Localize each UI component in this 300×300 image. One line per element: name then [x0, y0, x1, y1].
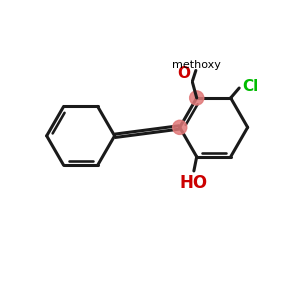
Text: Cl: Cl [242, 79, 258, 94]
Circle shape [172, 120, 187, 134]
Text: HO: HO [180, 174, 208, 192]
Text: O: O [177, 66, 190, 81]
Text: methoxy: methoxy [172, 60, 221, 70]
Circle shape [190, 91, 204, 105]
